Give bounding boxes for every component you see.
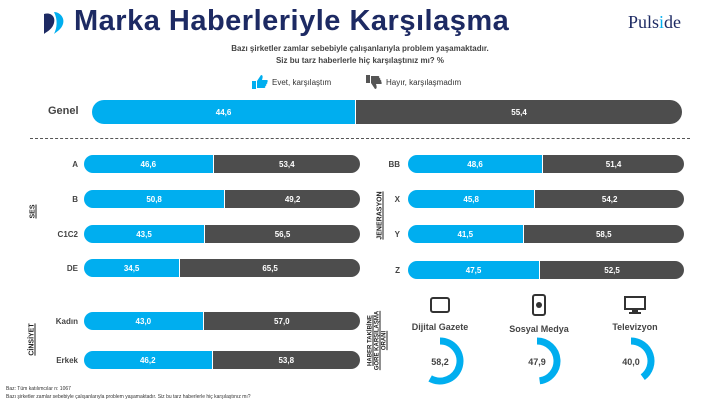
bar-split: [179, 259, 181, 277]
page-title: Marka Haberleriyle Karşılaşma: [74, 5, 510, 37]
bar-split: [202, 312, 204, 330]
cins-kadin-no: 57,0: [203, 312, 360, 330]
cins-bar-kadin: 43,0 57,0: [84, 312, 360, 330]
donut-arc-televizyon: [630, 337, 655, 381]
cins-erkek-no: 53,8: [212, 351, 360, 369]
cins-row-label-erkek: Erkek: [56, 356, 78, 365]
media-dijital-gazete: Dijital Gazete: [385, 296, 495, 332]
bar-split: [355, 100, 357, 124]
phone-icon: [532, 294, 546, 316]
media-label-dijital-gazete: Dijital Gazete: [411, 322, 469, 332]
ses-b-no: 49,2: [225, 190, 360, 208]
bar-split: [522, 225, 524, 243]
jen-bar-y: 41,5 58,5: [408, 225, 684, 243]
genel-yes-segment: 44,6: [92, 100, 356, 124]
jen-bb-no: 51,4: [543, 155, 684, 173]
donut-value-sosyal-medya: 47,9: [528, 357, 546, 367]
ses-a-no: 53,4: [213, 155, 360, 173]
jen-bar-bb: 48,6 51,4: [408, 155, 684, 173]
ses-c1c2-yes: 43,5: [84, 225, 205, 243]
ses-bar-a: 46,6 53,4: [84, 155, 360, 173]
ses-de-yes: 34,5: [84, 259, 180, 277]
jen-row-label-x: X: [394, 195, 400, 204]
ses-row-label-a: A: [72, 160, 78, 169]
jen-y-yes: 41,5: [408, 225, 523, 243]
jen-row-label-bb: BB: [388, 160, 400, 169]
pulside-logo: Pulside: [628, 12, 682, 32]
genel-no-segment: 55,4: [356, 100, 682, 124]
ses-b-yes: 50,8: [84, 190, 225, 208]
legend-no: Hayır, karşılaşmadım: [366, 74, 461, 90]
jen-row-label-y: Y: [394, 230, 400, 239]
genel-label: Genel: [48, 105, 79, 117]
ses-a-yes: 46,6: [84, 155, 213, 173]
media-televizyon: Televizyon: [580, 296, 690, 332]
donut-arc-sosyal-medya: [536, 337, 561, 385]
ses-bar-de: 34,5 65,5: [84, 259, 360, 277]
thumbs-up-icon: [252, 75, 268, 89]
footnote-base: Baz: Tüm katılımcılar n: 1067: [6, 386, 71, 392]
donut-value-televizyon: 40,0: [622, 357, 640, 367]
jen-y-no: 58,5: [523, 225, 684, 243]
genel-bar: 44,6 55,4: [92, 100, 682, 124]
bar-split: [211, 351, 213, 369]
brand-emblem-icon: [44, 12, 64, 34]
bar-split: [539, 261, 541, 279]
tablet-icon: [430, 297, 450, 313]
bar-split: [534, 190, 536, 208]
bar-split: [204, 225, 206, 243]
question-line-1: Bazı şirketler zamlar sebebiyle çalışanl…: [231, 44, 489, 53]
question-line-2: Siz bu tarz haberlerle hiç karşılaştınız…: [275, 56, 445, 65]
ses-bar-c1c2: 43,5 56,5: [84, 225, 360, 243]
legend-yes: Evet, karşılaştım: [252, 74, 331, 90]
jen-bar-x: 45,8 54,2: [408, 190, 684, 208]
cins-kadin-yes: 43,0: [84, 312, 203, 330]
footnote-question: Bazı şirketler zamlar sebebiyle çalışanl…: [6, 394, 251, 400]
ses-row-label-de: DE: [66, 264, 78, 273]
cins-row-label-kadin: Kadın: [55, 317, 78, 326]
media-label-sosyal-medya: Sosyal Medya: [509, 324, 569, 334]
jen-z-no: 52,5: [540, 261, 684, 279]
jen-z-yes: 47,5: [408, 261, 540, 279]
section-divider: [30, 138, 690, 139]
jen-x-yes: 45,8: [408, 190, 535, 208]
ses-c1c2-no: 56,5: [205, 225, 360, 243]
ses-bar-b: 50,8 49,2: [84, 190, 360, 208]
bar-split: [542, 155, 544, 173]
ses-row-label-b: B: [72, 195, 78, 204]
jen-bb-yes: 48,6: [408, 155, 543, 173]
bar-split: [224, 190, 226, 208]
ses-row-label-c1c2: C1C2: [57, 230, 78, 239]
thumbs-down-icon: [366, 75, 382, 89]
media-sosyal-medya: Sosyal Medya: [484, 294, 594, 334]
ses-de-no: 65,5: [180, 259, 360, 277]
cins-erkek-yes: 46,2: [84, 351, 212, 369]
legend-yes-label: Evet, karşılaştım: [272, 77, 332, 87]
jen-bar-z: 47,5 52,5: [408, 261, 684, 279]
legend-no-label: Hayır, karşılaşmadım: [386, 77, 462, 87]
donut-value-dijital-gazete: 58,2: [431, 357, 449, 367]
donut-arc-dijital-gazete: [428, 337, 464, 385]
cins-bar-erkek: 46,2 53,8: [84, 351, 360, 369]
media-label-televizyon: Televizyon: [612, 322, 658, 332]
jen-x-no: 54,2: [535, 190, 684, 208]
tv-icon: [624, 296, 646, 314]
jen-row-label-z: Z: [395, 266, 400, 275]
bar-split: [212, 155, 214, 173]
